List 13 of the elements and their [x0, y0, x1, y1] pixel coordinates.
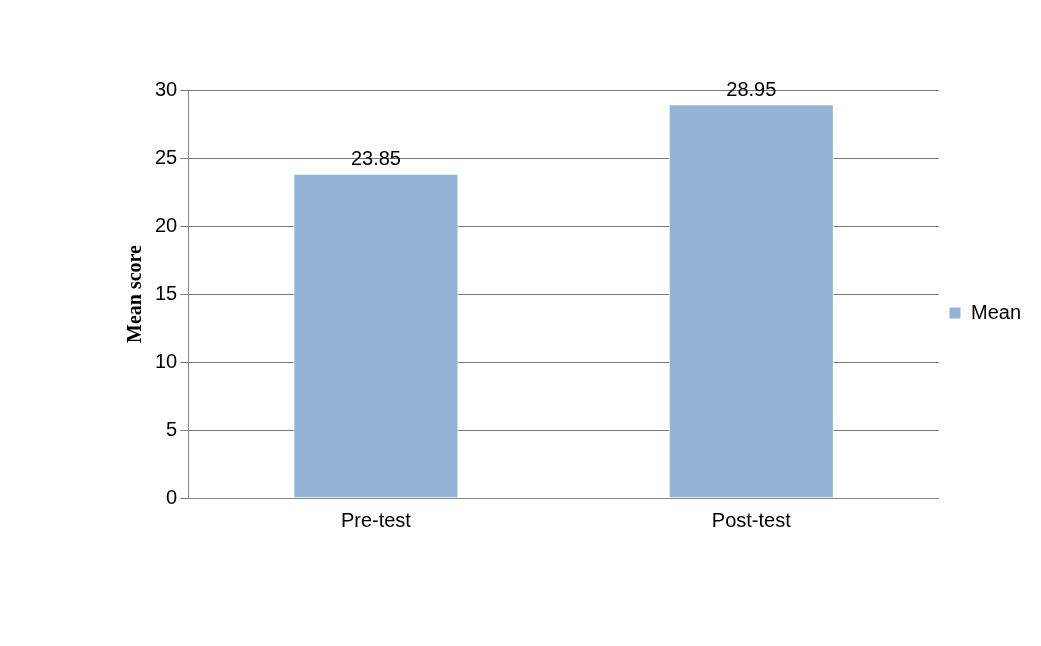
data-label: 28.95	[726, 77, 777, 100]
x-tick-label: Post-test	[711, 508, 792, 531]
y-tick-label: 0	[166, 485, 178, 508]
y-tick-label: 10	[155, 349, 178, 372]
y-tick-label: 15	[155, 281, 178, 304]
data-label: 23.85	[350, 147, 401, 170]
y-tick-label: 25	[155, 145, 178, 168]
y-axis-title: Mean score	[123, 244, 146, 343]
legend-label: Mean	[970, 300, 1021, 323]
y-tick-label: 30	[155, 77, 178, 100]
y-tick-label: 5	[166, 417, 178, 440]
x-tick-label: Pre-test	[340, 508, 412, 531]
y-tick-label: 20	[155, 213, 178, 236]
